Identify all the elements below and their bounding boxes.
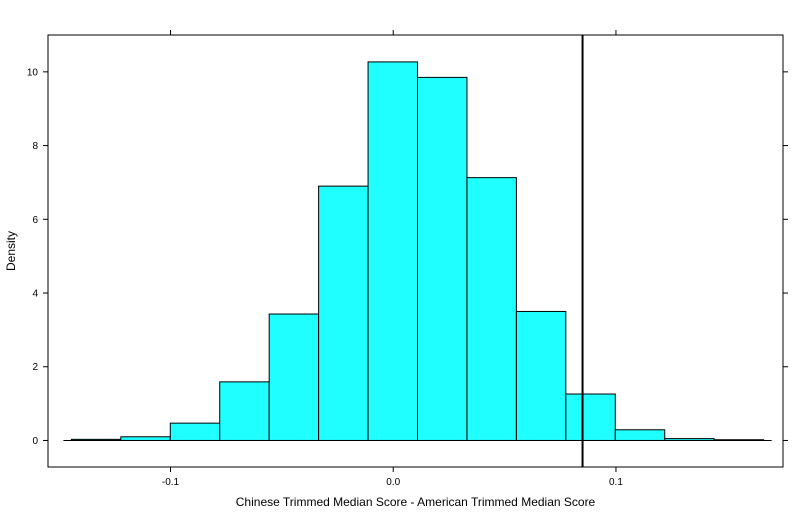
plot-frame: [47, 34, 784, 468]
histogram-bar-5: [318, 185, 369, 441]
histogram-bar-12: [664, 438, 715, 441]
histogram-bar-4: [268, 313, 320, 441]
y-tick-label-0: 0: [32, 436, 38, 447]
x-tick-label-2: 0.1: [609, 477, 623, 488]
x-axis-label: Chinese Trimmed Median Score - American …: [236, 495, 596, 509]
histogram-bar-6: [367, 61, 419, 441]
ticks-layer: -0.1 0.0 0.1 0 2 4 6 8 10: [27, 30, 788, 488]
histogram-bar-7: [417, 76, 468, 441]
histogram-bar-1: [120, 436, 171, 441]
y-tick-label-4: 8: [32, 141, 38, 152]
x-tick-label-0: -0.1: [162, 477, 180, 488]
histogram-bar-3: [219, 381, 270, 441]
y-tick-label-2: 4: [32, 289, 38, 300]
histogram-bar-11: [614, 429, 666, 441]
x-tick-label-1: 0.0: [386, 477, 400, 488]
histogram-bar-0: [70, 438, 122, 441]
histogram-bar-8: [466, 177, 517, 441]
histogram-bar-10: [565, 393, 616, 441]
bars-layer: [63, 61, 772, 441]
y-tick-label-1: 2: [32, 362, 38, 373]
histogram-bar-9: [515, 310, 567, 441]
y-tick-label-5: 10: [27, 67, 39, 78]
histogram-bar-13: [713, 439, 765, 441]
y-axis-label: Density: [4, 231, 18, 271]
y-tick-label-3: 6: [32, 215, 38, 226]
histogram-bar-2: [169, 422, 221, 441]
